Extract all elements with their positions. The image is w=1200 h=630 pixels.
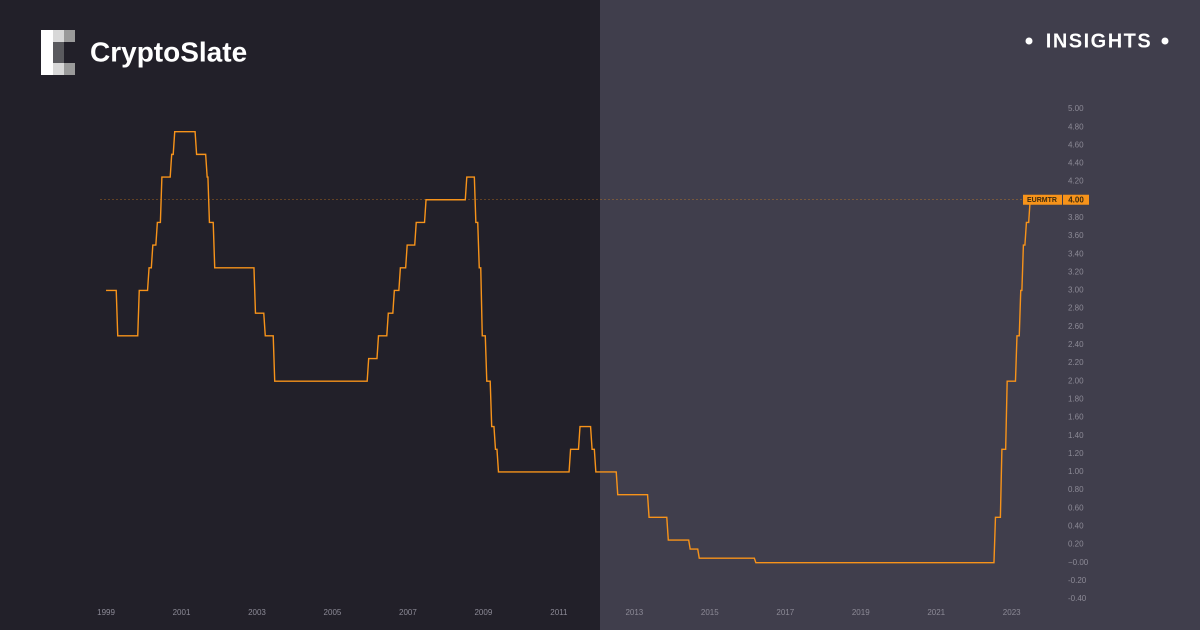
x-tick-label: 2003 (248, 608, 266, 617)
logo-icon (41, 30, 75, 75)
y-tick-label: 1.80 (1068, 394, 1084, 403)
y-tick-label: 5.00 (1068, 104, 1084, 113)
y-tick-label: 1.60 (1068, 413, 1084, 422)
y-tick-label: 3.40 (1068, 249, 1084, 258)
y-tick-label: 3.20 (1068, 267, 1084, 276)
y-tick-label: 2.40 (1068, 340, 1084, 349)
y-tick-label: 3.00 (1068, 286, 1084, 295)
y-tick-label: -0.20 (1068, 576, 1087, 585)
x-tick-label: 2019 (852, 608, 870, 617)
y-tick-label: 3.60 (1068, 231, 1084, 240)
y-tick-label: 4.20 (1068, 177, 1084, 186)
y-tick-label: 4.80 (1068, 122, 1084, 131)
badge-dot (1025, 37, 1033, 45)
legend-entry: EURMTR (1027, 197, 1057, 204)
y-tick-label: -0.40 (1068, 594, 1087, 603)
line (106, 130, 1033, 564)
y-tick-label: 2.60 (1068, 322, 1084, 331)
y-tick-label: 1.20 (1068, 449, 1084, 458)
x-tick-label: 2011 (550, 608, 568, 617)
badge: INSIGHTS (1046, 30, 1152, 52)
x-tick-label: 1999 (97, 608, 115, 617)
y-tick-label: 0.20 (1068, 540, 1084, 549)
x-tick-label: 2023 (1003, 608, 1021, 617)
value-tag (1063, 194, 1089, 205)
x-tick-label: 2007 (399, 608, 417, 617)
y-tick-label: 0.80 (1068, 485, 1084, 494)
y-tick-label: 4.40 (1068, 159, 1084, 168)
y-tick-label: −0.00 (1068, 558, 1089, 567)
y-tick-label: 3.80 (1068, 213, 1084, 222)
y-tick-label: 1.40 (1068, 431, 1084, 440)
y-tick-label: 2.00 (1068, 376, 1084, 385)
x-tick-label: 2001 (173, 608, 191, 617)
brand-name: CryptoSlate (90, 36, 247, 67)
x-tick-label: 2009 (474, 608, 492, 617)
y-tick-label: 0.60 (1068, 503, 1084, 512)
y-tick-label: 4.60 (1068, 140, 1084, 149)
x-tick-label: 2015 (701, 608, 719, 617)
y-tick-label: 2.80 (1068, 304, 1084, 313)
y-tick-label: 2.20 (1068, 358, 1084, 367)
badge-dot (1161, 37, 1169, 45)
legend-tag (1023, 194, 1062, 205)
y-tick-label: 0.40 (1068, 522, 1084, 531)
x-tick-label: 2017 (776, 608, 794, 617)
y-tick-label: 1.00 (1068, 467, 1084, 476)
right-panel (600, 0, 1200, 630)
x-tick-label: 2021 (927, 608, 945, 617)
x-tick-label: 2005 (324, 608, 342, 617)
left-panel (0, 0, 600, 630)
value-label: 4.00 (1068, 195, 1084, 204)
x-tick-label: 2013 (625, 608, 643, 617)
